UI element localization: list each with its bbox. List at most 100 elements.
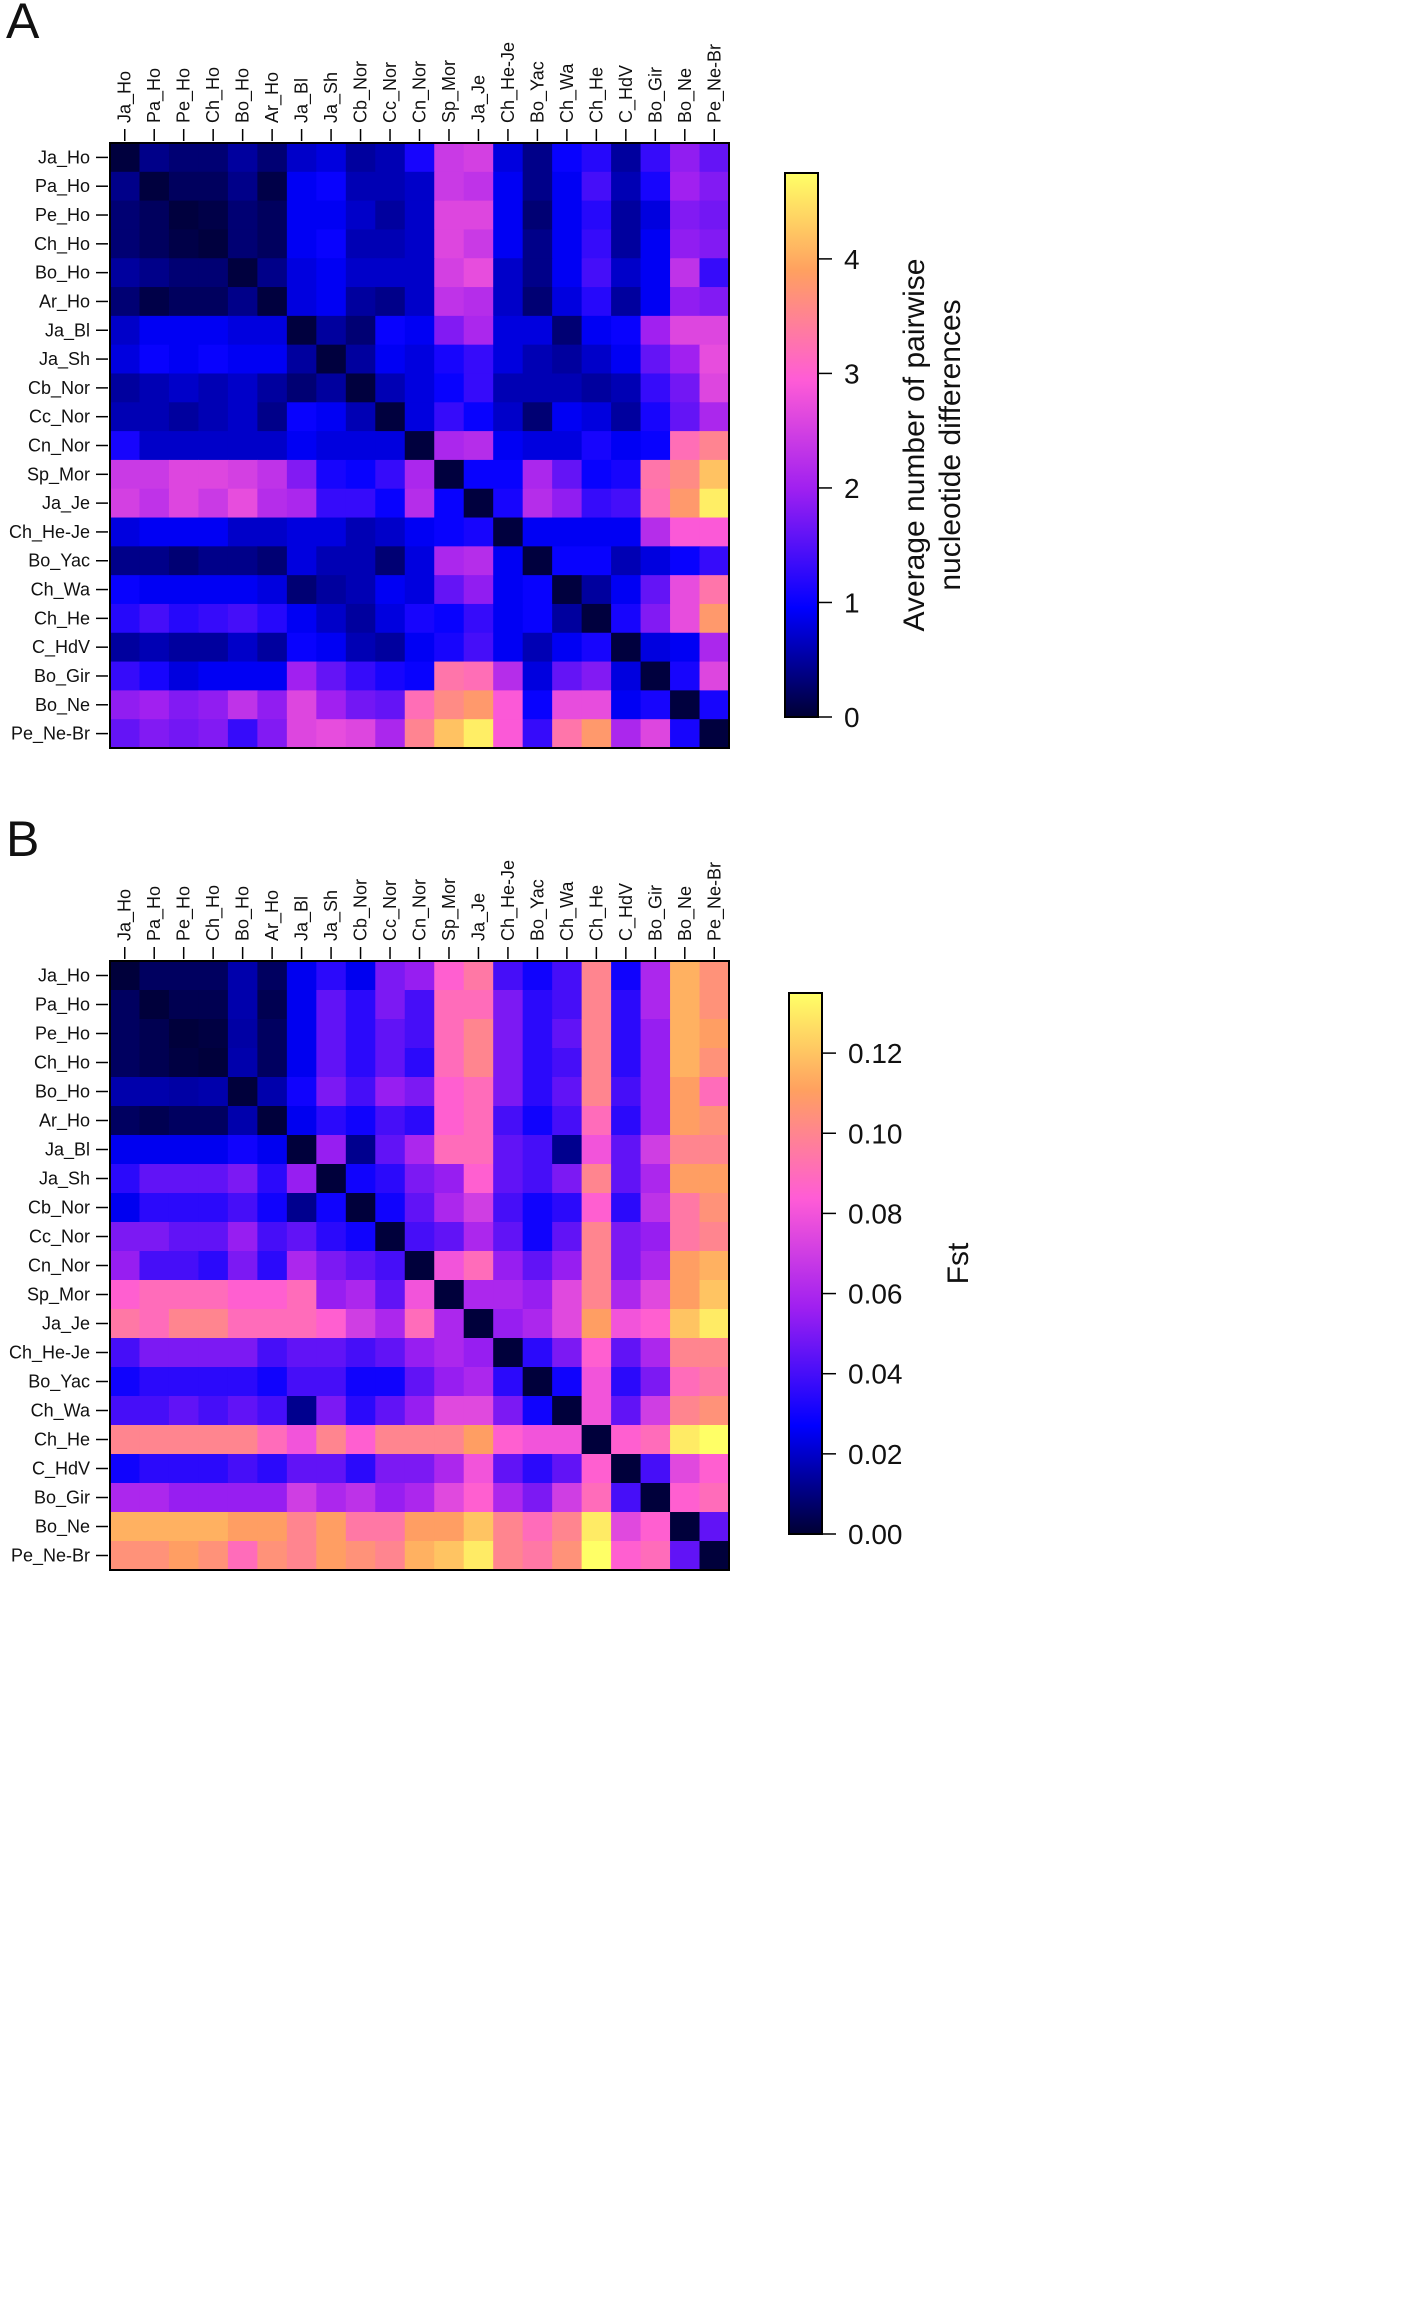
legend-title: nucleotide differences xyxy=(934,299,967,590)
heatmap-cell xyxy=(640,402,671,432)
y-tick-label: Ja_Je xyxy=(42,1314,90,1335)
heatmap-cell xyxy=(168,431,200,461)
heatmap-cell xyxy=(699,315,730,346)
heatmap-cell xyxy=(404,143,435,173)
heatmap-cell xyxy=(168,1367,200,1397)
heatmap-cell xyxy=(670,287,701,317)
heatmap-border xyxy=(109,142,730,749)
heatmap-cell xyxy=(139,990,170,1020)
heatmap-cell xyxy=(286,1077,317,1107)
heatmap-cell xyxy=(198,258,229,288)
y-tick-label: Cn_Nor xyxy=(28,436,90,457)
heatmap-cell xyxy=(198,1454,229,1484)
heatmap-cell xyxy=(670,459,701,490)
heatmap-cell xyxy=(139,1251,170,1281)
heatmap-cell xyxy=(139,1425,170,1455)
heatmap-cell xyxy=(110,1541,141,1571)
heatmap-cell xyxy=(463,1425,494,1455)
heatmap-cell xyxy=(198,229,229,259)
heatmap-cell xyxy=(699,143,730,173)
heatmap-cell xyxy=(434,373,465,403)
heatmap-cell xyxy=(670,1512,701,1542)
heatmap-cell xyxy=(316,575,347,605)
heatmap-cell xyxy=(552,431,583,461)
heatmap-cell xyxy=(522,1425,553,1455)
heatmap-cell xyxy=(139,459,170,490)
heatmap-cell xyxy=(434,961,465,991)
heatmap-cell xyxy=(316,1077,347,1107)
x-tick-label: Cc_Nor xyxy=(380,62,401,123)
heatmap-cell xyxy=(316,546,347,576)
heatmap-cell xyxy=(493,1077,524,1107)
heatmap-cell xyxy=(316,258,347,288)
heatmap-cell xyxy=(611,143,642,173)
heatmap-cell xyxy=(110,1164,141,1194)
heatmap-cell xyxy=(552,1338,583,1368)
heatmap-cell xyxy=(699,1483,730,1513)
heatmap-cell xyxy=(581,431,612,461)
heatmap-cell xyxy=(670,1048,701,1078)
heatmap-cell xyxy=(493,603,524,634)
y-tick-label: Ch_He xyxy=(34,1430,90,1451)
heatmap-cell xyxy=(522,719,553,749)
heatmap-cell xyxy=(522,690,553,720)
heatmap-cell xyxy=(434,171,465,202)
heatmap-cell xyxy=(463,1077,494,1107)
heatmap-cell xyxy=(640,1483,671,1513)
heatmap-cell xyxy=(286,1541,317,1571)
heatmap-cell xyxy=(640,1541,671,1571)
heatmap-cell xyxy=(345,344,376,375)
heatmap-cell xyxy=(552,1106,583,1136)
heatmap-cell xyxy=(611,1454,642,1484)
heatmap-cell xyxy=(699,488,730,519)
heatmap-cell xyxy=(404,1367,435,1397)
heatmap-cell xyxy=(227,315,258,346)
heatmap-cell xyxy=(522,1106,553,1136)
heatmap-cell xyxy=(257,990,288,1020)
heatmap-cell xyxy=(168,1048,200,1078)
heatmap-cell xyxy=(463,517,494,547)
heatmap-cell xyxy=(139,1222,170,1252)
heatmap-cell xyxy=(434,1222,465,1252)
heatmap-cell xyxy=(286,1512,317,1542)
heatmap-cell xyxy=(434,546,465,576)
heatmap-cell xyxy=(640,603,671,634)
heatmap-cell xyxy=(110,315,141,346)
heatmap-cell xyxy=(670,1454,701,1484)
heatmap-cell xyxy=(552,961,583,991)
heatmap-cell xyxy=(316,603,347,634)
heatmap-cell xyxy=(404,1309,435,1339)
heatmap-cell xyxy=(404,719,435,749)
heatmap-cell xyxy=(375,546,406,576)
heatmap-cell xyxy=(316,661,347,691)
heatmap-cell xyxy=(552,719,583,749)
heatmap-cell xyxy=(110,143,141,173)
y-tick-label: Pe_Ne-Br xyxy=(11,724,90,745)
heatmap-cell xyxy=(227,719,258,749)
heatmap-cell xyxy=(375,459,406,490)
heatmap-cell xyxy=(375,1512,406,1542)
heatmap-cell xyxy=(463,1367,494,1397)
heatmap-cell xyxy=(493,431,524,461)
x-tick-label: Ch_He-Je xyxy=(498,42,519,123)
y-tick-label: Cn_Nor xyxy=(28,1256,90,1277)
y-tick-label: Pe_Ne-Br xyxy=(11,1546,90,1567)
heatmap-cell xyxy=(345,1106,376,1136)
heatmap-cell xyxy=(463,1396,494,1426)
heatmap-cell xyxy=(345,575,376,605)
heatmap-cell xyxy=(611,488,642,519)
heatmap-cell xyxy=(198,546,229,576)
heatmap-cell xyxy=(552,1222,583,1252)
heatmap-cell xyxy=(493,1251,524,1281)
heatmap-cell xyxy=(670,1135,701,1165)
heatmap-cell xyxy=(493,517,524,547)
heatmap-cell xyxy=(168,1280,200,1310)
heatmap-cell xyxy=(699,1135,730,1165)
heatmap-cell xyxy=(286,603,317,634)
heatmap-cell xyxy=(227,1019,258,1049)
heatmap-cell xyxy=(463,1512,494,1542)
heatmap-cell xyxy=(227,1425,258,1455)
heatmap-cell xyxy=(522,603,553,634)
heatmap-cell xyxy=(670,171,701,202)
heatmap-cell xyxy=(581,961,612,991)
